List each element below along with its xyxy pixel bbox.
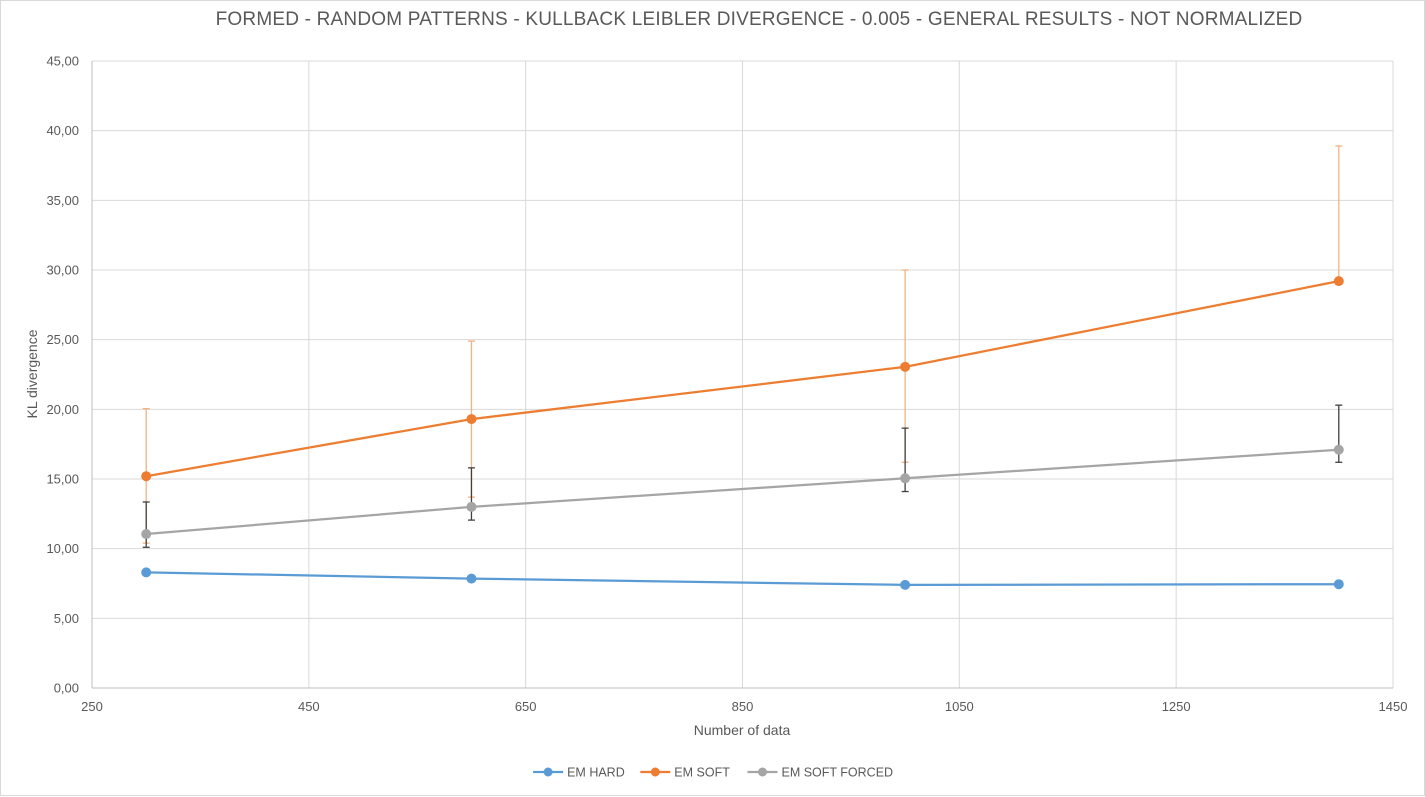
em-soft-point (466, 414, 477, 425)
series-lines (146, 280, 1340, 587)
legend-label: EM SOFT FORCED (782, 766, 894, 780)
x-tick-label: 250 (81, 699, 103, 714)
x-tick-label: 650 (515, 699, 537, 714)
y-tick-label: 15,00 (46, 472, 79, 487)
y-tick-label: 25,00 (46, 332, 79, 347)
x-axis-title: Number of data (694, 722, 791, 738)
y-tick-label: 5,00 (54, 611, 79, 626)
x-tick-label: 1450 (1379, 699, 1408, 714)
em-soft-forced-point (141, 529, 152, 540)
em-hard-point (466, 573, 477, 584)
em-hard-line (146, 571, 1339, 587)
tick-labels: 0,00 5,00 10,00 15,00 20,00 25,00 30,00 35,00 40… (46, 54, 1407, 715)
legend-item-em-soft-forced: EM SOFT FORCED (747, 766, 894, 780)
legend-label: EM SOFT (674, 766, 730, 780)
y-tick-label: 35,00 (46, 193, 79, 208)
y-tick-label: 30,00 (46, 263, 79, 278)
em-soft-point (141, 471, 152, 482)
x-tick-label: 1250 (1162, 699, 1191, 714)
y-axis-title: KL divergence (24, 329, 40, 418)
em-soft-point (900, 361, 911, 372)
legend-item-em-hard: EM HARD (533, 766, 625, 780)
x-tick-label: 850 (732, 699, 754, 714)
legend-label: EM HARD (567, 766, 625, 780)
y-tick-label: 0,00 (54, 681, 79, 696)
legend: EM HARD EM SOFT EM SOFT FORCED (533, 766, 893, 780)
em-hard-point (141, 567, 152, 578)
data-points (141, 276, 1344, 590)
em-soft-forced-point (466, 501, 477, 512)
em-soft-point (1333, 276, 1344, 287)
legend-swatch-marker (650, 767, 660, 777)
em-hard-point (900, 579, 911, 590)
grid-lines (91, 60, 1394, 689)
y-tick-label: 20,00 (46, 402, 79, 417)
y-tick-label: 40,00 (46, 123, 79, 138)
legend-swatch-marker (758, 767, 767, 777)
x-tick-label: 1050 (945, 699, 974, 714)
em-soft-forced-line (146, 448, 1339, 536)
axes (91, 61, 1393, 689)
em-hard-point (1333, 579, 1344, 590)
em-soft-line (146, 280, 1340, 478)
legend-item-em-soft: EM SOFT (640, 766, 730, 780)
em-soft-forced-point (1333, 444, 1344, 455)
legend-swatch-marker (543, 767, 553, 777)
chart-title: FORMED - RANDOM PATTERNS - KULLBACK LEIB… (216, 9, 1303, 30)
x-tick-label: 450 (298, 699, 320, 714)
y-tick-label: 10,00 (46, 541, 79, 556)
em-soft-forced-point (900, 473, 911, 484)
y-tick-label: 45,00 (46, 54, 79, 69)
